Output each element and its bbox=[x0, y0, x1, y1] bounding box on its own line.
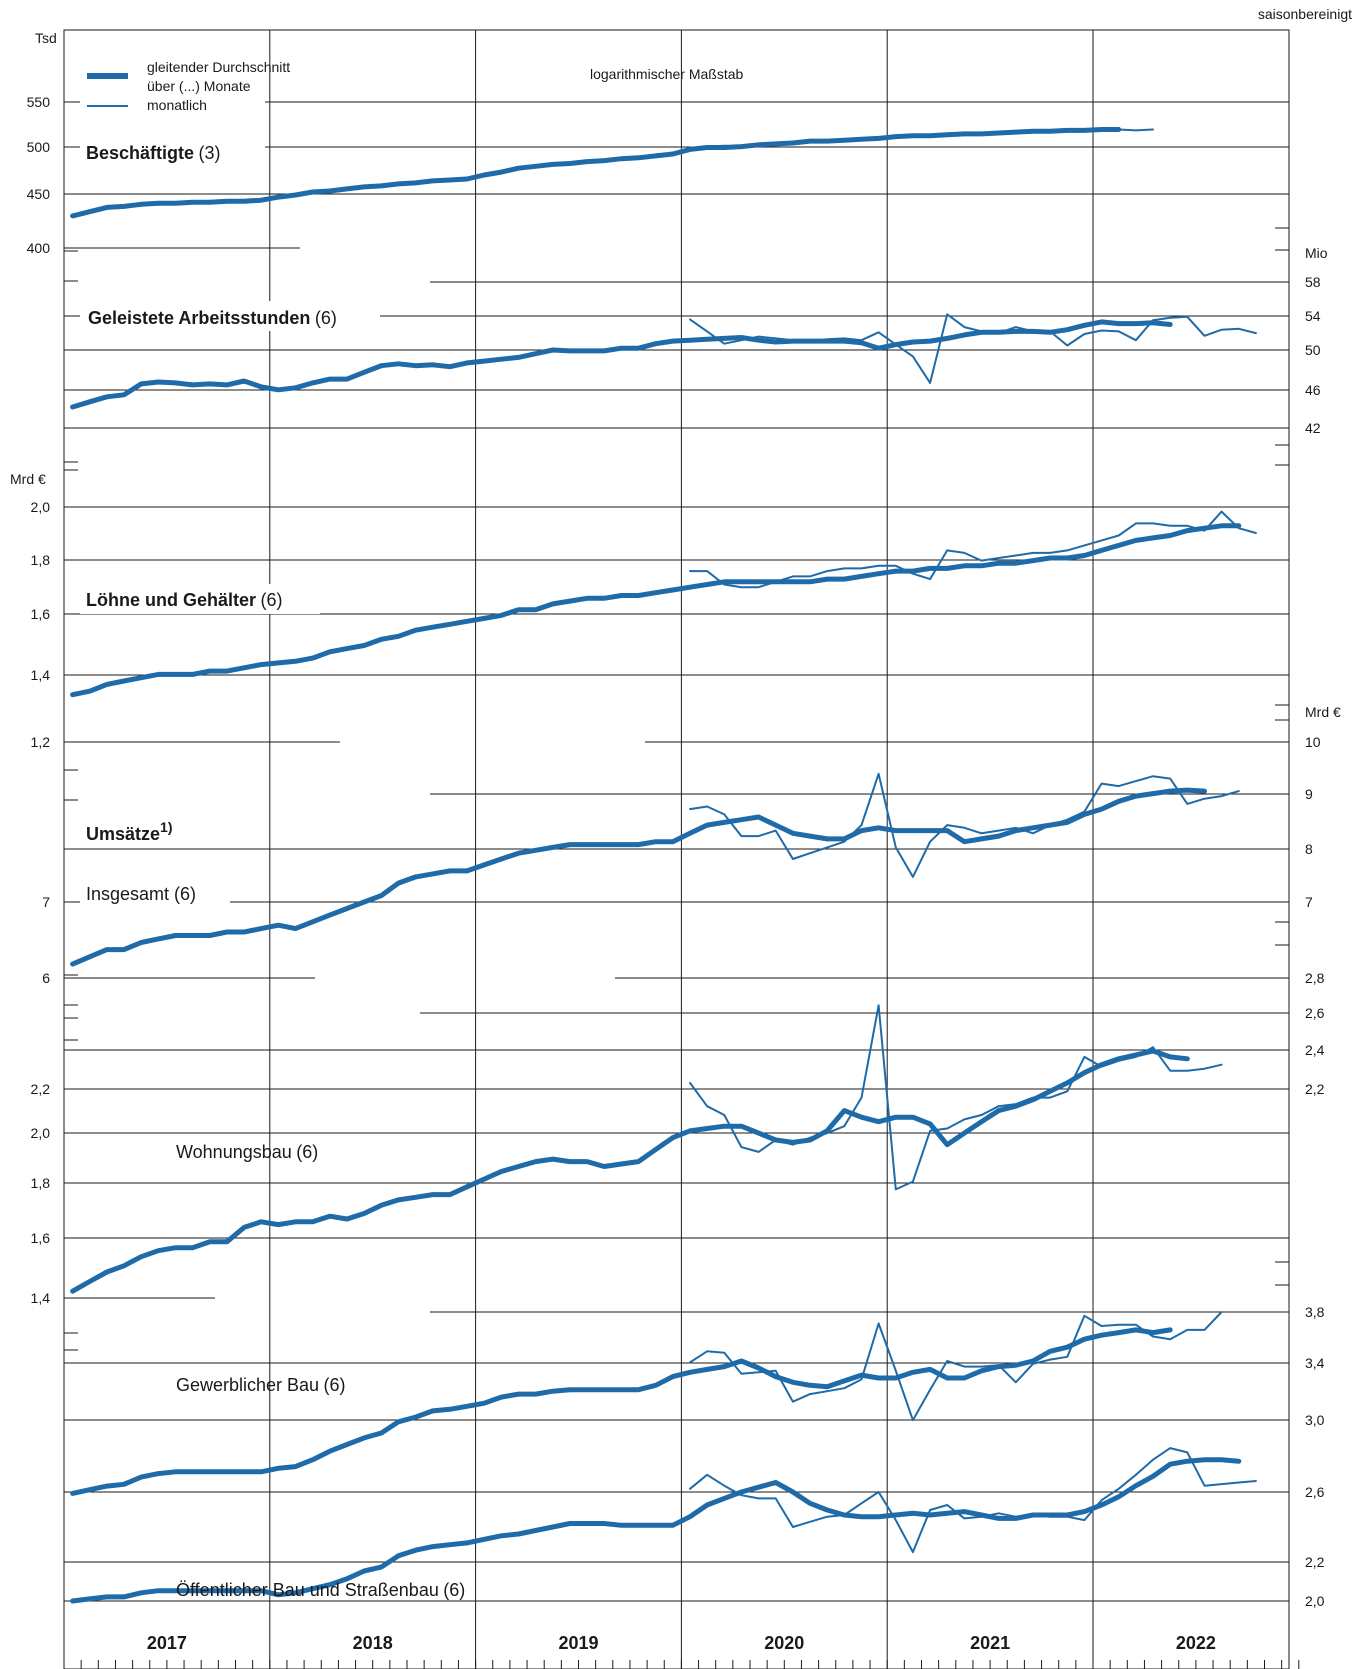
y-tick-label-right: 3,0 bbox=[1305, 1412, 1325, 1428]
series-lines bbox=[70, 127, 1257, 1604]
year-label-2017: 2017 bbox=[147, 1633, 187, 1653]
y-tick-label-left: 2,0 bbox=[31, 499, 51, 515]
y-tick-label-right: 54 bbox=[1305, 308, 1321, 324]
unit-label-turnover: Mrd € bbox=[1305, 704, 1341, 720]
y-tick-label-left: 1,2 bbox=[31, 734, 51, 750]
y-tick-label-right: 3,8 bbox=[1305, 1304, 1325, 1320]
title-wages: Löhne und Gehälter (6) bbox=[86, 590, 282, 610]
y-tick-label-left: 550 bbox=[27, 94, 51, 110]
title-employees: Beschäftigte (3) bbox=[86, 143, 220, 163]
scale-note: logarithmischer Maßstab bbox=[590, 66, 743, 82]
series-line-moving-average bbox=[70, 319, 1173, 410]
series-line-moving-average bbox=[70, 1327, 1173, 1496]
y-tick-label-left: 1,8 bbox=[31, 1175, 51, 1191]
y-tick-label-right: 2,0 bbox=[1305, 1593, 1325, 1609]
y-tick-label-left: 1,8 bbox=[31, 552, 51, 568]
y-tick-label-left: 6 bbox=[42, 970, 50, 986]
unit-label-hours: Mio bbox=[1305, 245, 1328, 261]
y-tick-label-left: 400 bbox=[27, 240, 51, 256]
y-tick-label-right: 42 bbox=[1305, 420, 1321, 436]
series-line-monthly bbox=[689, 1311, 1223, 1422]
series-line-monthly bbox=[689, 313, 1257, 384]
y-tick-label-left: 1,6 bbox=[31, 1230, 51, 1246]
month-ticks bbox=[63, 1660, 1300, 1669]
y-tick-label-right: 2,8 bbox=[1305, 970, 1325, 986]
y-tick-label-right: 8 bbox=[1305, 841, 1313, 857]
series-line-moving-average bbox=[70, 787, 1207, 967]
y-tick-label-left: 1,4 bbox=[31, 1290, 51, 1306]
subtitle-turnover-total: Insgesamt (6) bbox=[86, 884, 196, 904]
y-tick-label-left: 7 bbox=[42, 894, 50, 910]
year-label-2020: 2020 bbox=[764, 1633, 804, 1653]
unit-label-wages: Mrd € bbox=[10, 471, 46, 487]
x-axis: 2017 2018 2019 2020 2021 2022 bbox=[63, 1633, 1300, 1669]
series-line-moving-average bbox=[70, 1457, 1242, 1604]
tick-labels: 550 500 450 400 2,0 1,8 1,6 1,4 1,2 7 6 2,2 2,0 1,8 1,… bbox=[27, 94, 1325, 1609]
series-line-monthly bbox=[689, 1004, 1223, 1191]
series-line-moving-average bbox=[70, 1048, 1190, 1294]
y-tick-label-right: 3,4 bbox=[1305, 1355, 1325, 1371]
y-tick-label-left: 1,4 bbox=[31, 667, 51, 683]
title-residential: Wohnungsbau (6) bbox=[176, 1142, 318, 1162]
y-tick-label-right: 2,6 bbox=[1305, 1005, 1325, 1021]
y-tick-label-right: 2,4 bbox=[1305, 1042, 1325, 1058]
grid-lines bbox=[64, 101, 1289, 1602]
legend: gleitender Durchschnitt über (...) Monat… bbox=[80, 55, 290, 117]
y-tick-label-left: 1,6 bbox=[31, 606, 51, 622]
y-tick-label-right: 46 bbox=[1305, 382, 1321, 398]
y-tick-label-left: 450 bbox=[27, 186, 51, 202]
series-line-monthly bbox=[689, 510, 1257, 589]
y-tick-label-left: 500 bbox=[27, 139, 51, 155]
series-line-monthly bbox=[689, 1447, 1257, 1554]
y-tick-label-right: 10 bbox=[1305, 734, 1321, 750]
legend-label-moving-average-2: über (...) Monate bbox=[147, 78, 251, 94]
title-hours: Geleistete Arbeitsstunden (6) bbox=[88, 308, 337, 328]
y-tick-label-right: 58 bbox=[1305, 274, 1321, 290]
year-label-2022: 2022 bbox=[1176, 1633, 1216, 1653]
y-tick-label-right: 7 bbox=[1305, 894, 1313, 910]
unit-label-employees: Tsd bbox=[35, 30, 57, 46]
legend-label-moving-average-1: gleitender Durchschnitt bbox=[147, 59, 290, 75]
y-tick-label-left: 2,2 bbox=[31, 1081, 51, 1097]
year-label-2021: 2021 bbox=[970, 1633, 1010, 1653]
y-tick-label-right: 2,6 bbox=[1305, 1484, 1325, 1500]
title-public: Öffentlicher Bau und Straßenbau (6) bbox=[176, 1580, 465, 1600]
title-commercial: Gewerblicher Bau (6) bbox=[176, 1375, 346, 1395]
y-tick-label-right: 50 bbox=[1305, 342, 1321, 358]
legend-label-monthly: monatlich bbox=[147, 97, 207, 113]
title-turnover: Umsätze1) bbox=[86, 819, 172, 844]
y-tick-label-right: 2,2 bbox=[1305, 1554, 1325, 1570]
panel-titles: Beschäftigte (3) Geleistete Arbeitsstund… bbox=[80, 136, 465, 1600]
y-tick-label-right: 9 bbox=[1305, 786, 1313, 802]
series-line-monthly bbox=[689, 772, 1240, 878]
year-label-2018: 2018 bbox=[353, 1633, 393, 1653]
y-tick-label-right: 2,2 bbox=[1305, 1081, 1325, 1097]
year-label-2019: 2019 bbox=[558, 1633, 598, 1653]
y-tick-label-left: 2,0 bbox=[31, 1125, 51, 1141]
seasonal-note: saisonbereinigt bbox=[1258, 6, 1352, 22]
series-line-monthly bbox=[689, 128, 1154, 151]
series-line-moving-average bbox=[70, 523, 1242, 698]
